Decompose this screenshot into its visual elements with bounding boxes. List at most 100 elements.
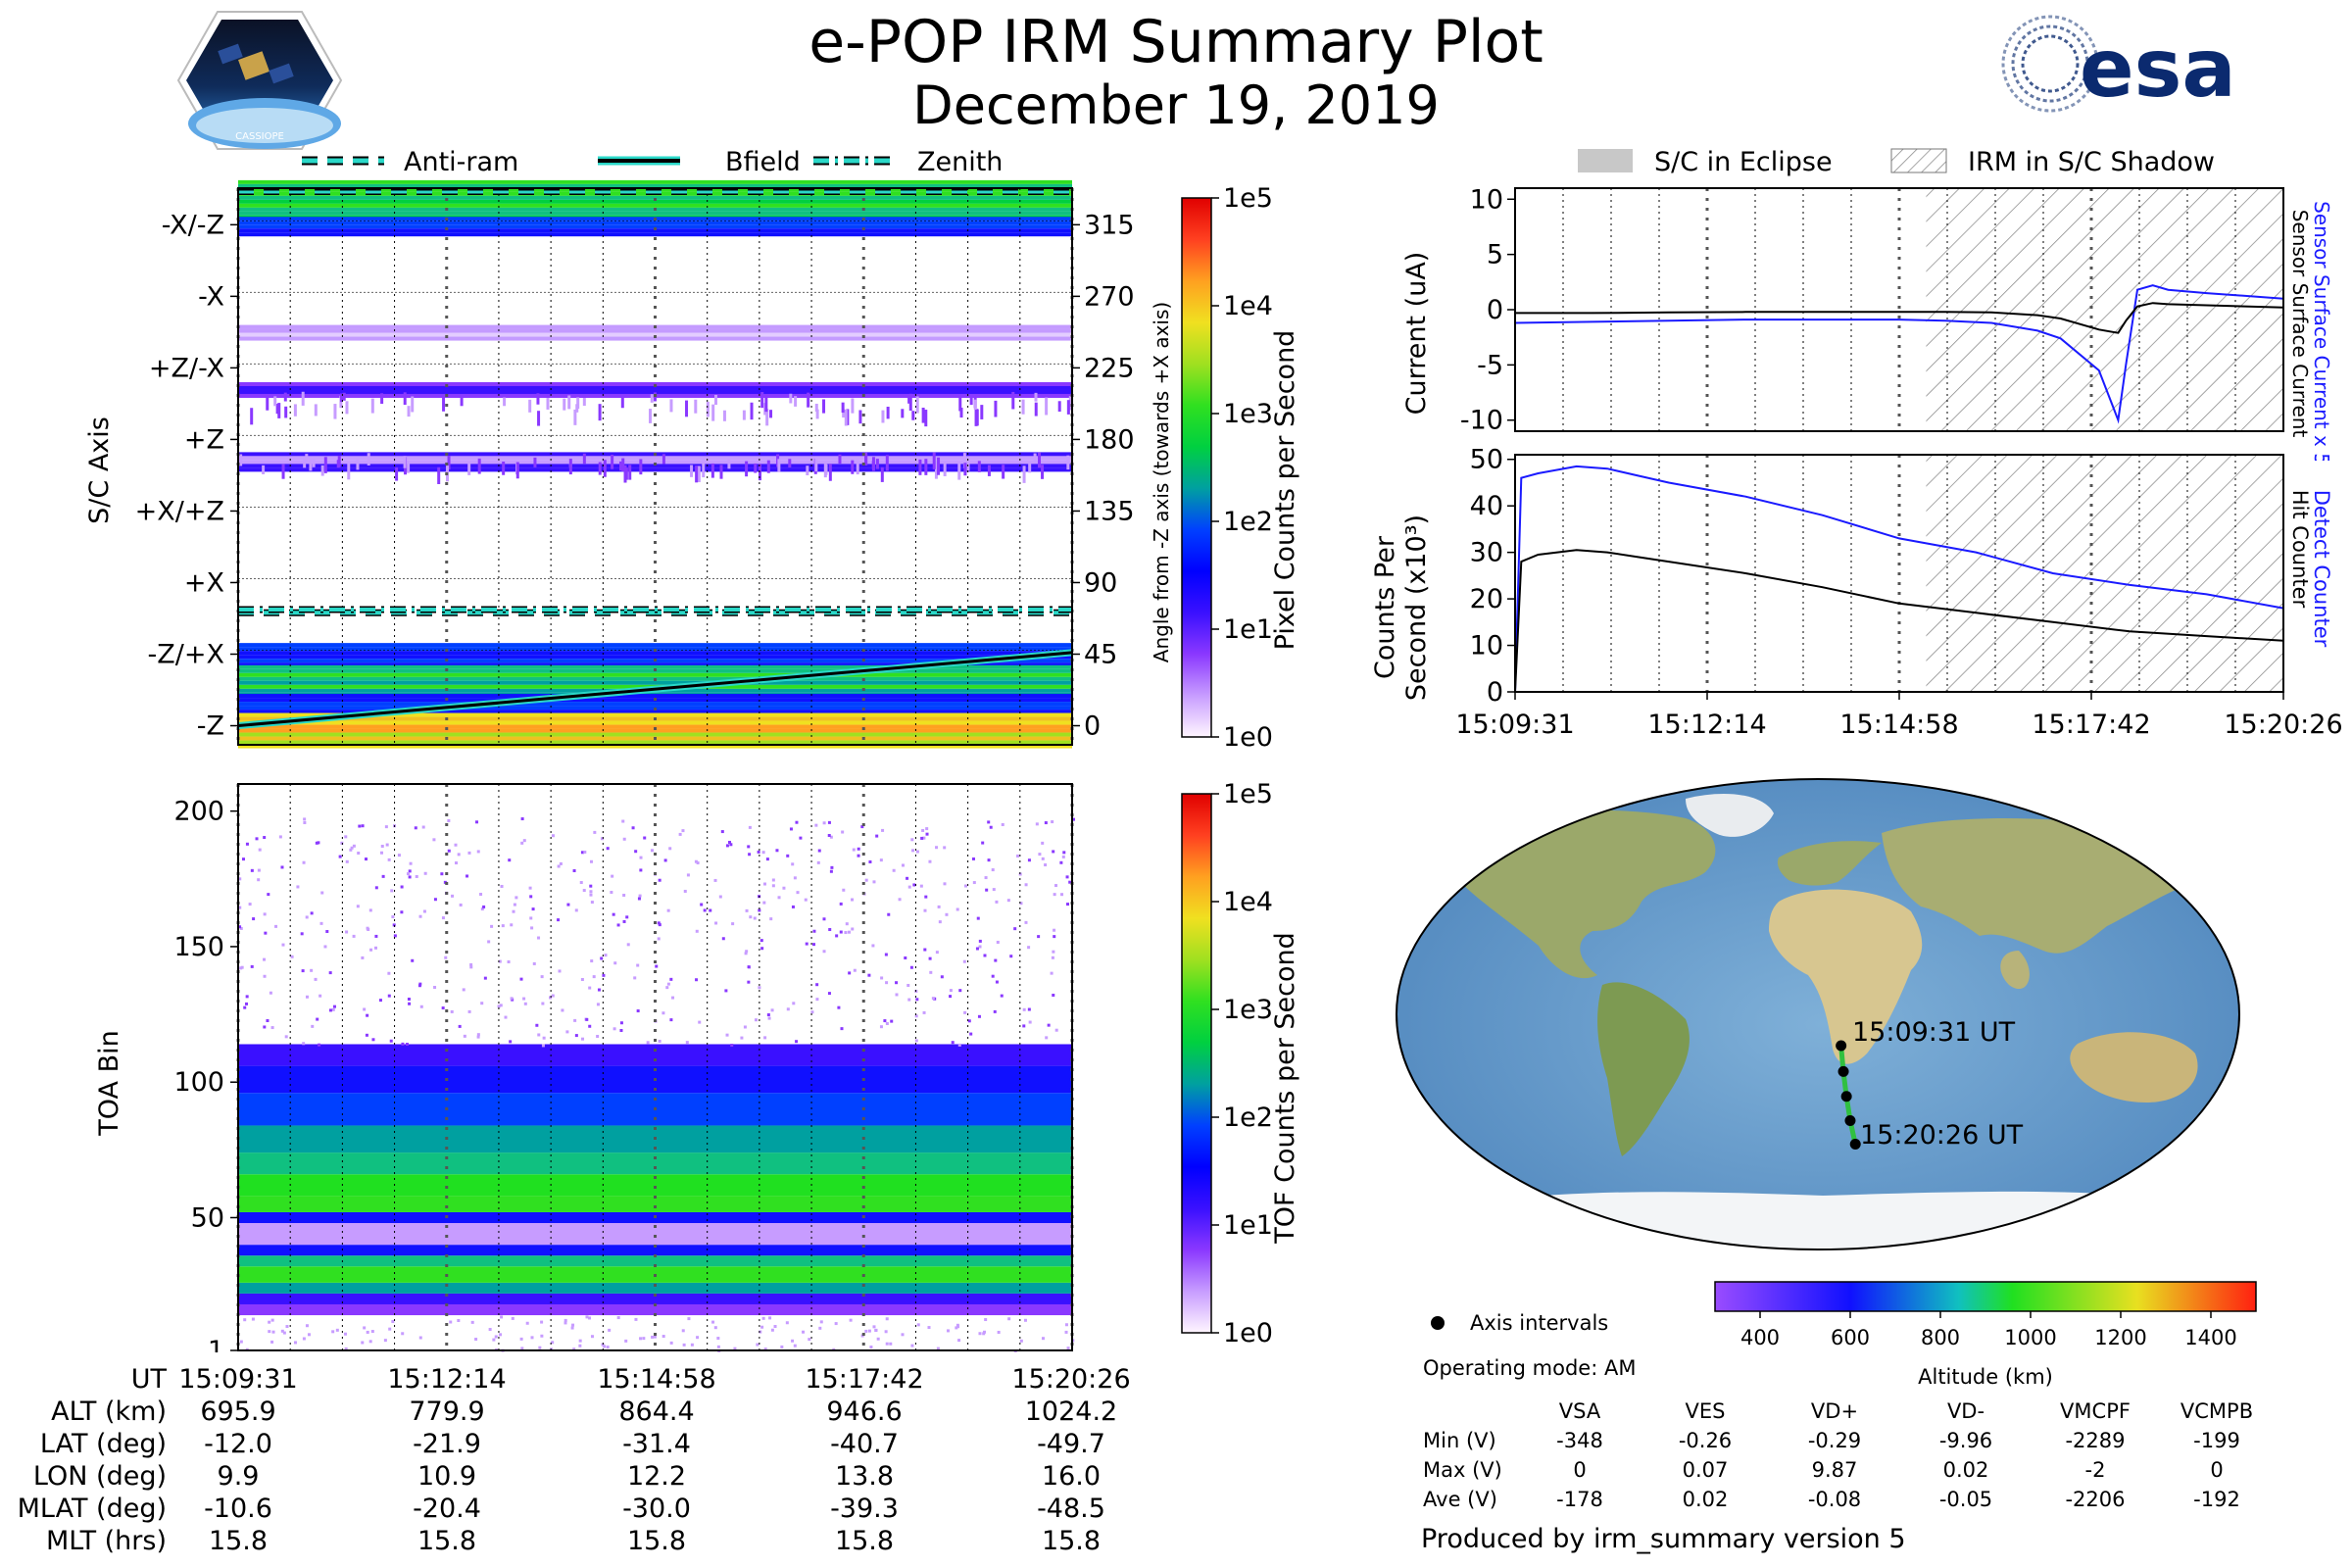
orbit-cell: 16.0 bbox=[1041, 1461, 1102, 1492]
tof-noise bbox=[767, 1016, 771, 1020]
tof-noise bbox=[252, 917, 256, 921]
tof-noise bbox=[915, 850, 919, 854]
current-right-label-black: Sensor Surface Current bbox=[2288, 210, 2312, 438]
tof-noise bbox=[666, 982, 670, 986]
voltage-table: VSA VES VD+ VD- VMCPF VCMPB Min (V) -348 -0.26 -0… bbox=[1411, 1399, 2293, 1517]
pixel-y2tick-label: 0 bbox=[1084, 711, 1101, 742]
tof-noise bbox=[528, 886, 532, 890]
tof-noise bbox=[1064, 1330, 1068, 1334]
tof-noise bbox=[805, 942, 808, 946]
tof-noise bbox=[747, 965, 751, 969]
esa-logo: esa bbox=[2001, 15, 2236, 116]
tof-noise bbox=[937, 905, 941, 908]
tof-noise bbox=[470, 1320, 474, 1324]
tof-noise bbox=[589, 893, 593, 897]
tof-noise bbox=[695, 978, 699, 982]
tof-noise bbox=[507, 959, 511, 963]
tof-noise bbox=[1068, 880, 1072, 884]
pixel-speckle bbox=[824, 464, 828, 475]
tof-noise bbox=[814, 823, 818, 827]
tof-noise bbox=[483, 976, 487, 980]
tof-noise bbox=[400, 885, 404, 889]
tof-noise bbox=[467, 851, 471, 855]
tof-noise bbox=[802, 1330, 806, 1334]
altitude-tick-label: 400 bbox=[1740, 1326, 1780, 1349]
pixel-band-row bbox=[238, 740, 1072, 745]
tof-noise bbox=[268, 1320, 271, 1324]
pixel-speckle bbox=[340, 393, 344, 403]
tof-noise bbox=[780, 1345, 784, 1348]
tof-noise bbox=[829, 869, 833, 873]
pixel-y2label: Angle from -Z axis (towards +X axis) bbox=[1150, 302, 1173, 662]
tof-noise bbox=[890, 1019, 894, 1023]
tof-noise bbox=[1047, 1023, 1051, 1027]
tof-noise bbox=[469, 965, 473, 969]
voltage-cell: -2206 bbox=[2065, 1488, 2126, 1511]
tof-noise bbox=[762, 882, 766, 886]
tof-noise bbox=[344, 1347, 348, 1350]
pixel-speckle bbox=[273, 396, 277, 407]
tof-noise bbox=[307, 1333, 311, 1337]
tof-noise bbox=[995, 980, 999, 984]
tof-noise bbox=[849, 1318, 853, 1322]
legend-bfield-label: Bfield bbox=[725, 147, 801, 177]
tof-noise bbox=[498, 959, 502, 963]
tof-noise bbox=[935, 951, 939, 955]
tof-noise bbox=[433, 898, 437, 902]
tof-noise bbox=[663, 858, 667, 862]
pixel-speckle bbox=[777, 459, 781, 472]
tof-noise bbox=[499, 1004, 503, 1007]
tof-noise bbox=[700, 903, 704, 906]
tof-noise bbox=[938, 920, 942, 924]
tof-noise bbox=[520, 1347, 524, 1350]
counts-series-blue bbox=[1514, 465, 2284, 693]
tof-noise bbox=[244, 1002, 248, 1005]
tof-noise bbox=[602, 973, 606, 977]
tof-noise bbox=[588, 1024, 592, 1028]
tof-noise bbox=[1054, 1028, 1058, 1032]
counts-ytick-label: 50 bbox=[1470, 445, 1503, 475]
tof-colorbar-tick-label: 1e3 bbox=[1223, 995, 1273, 1025]
tof-noise bbox=[996, 940, 1000, 944]
tof-noise bbox=[847, 930, 851, 934]
tof-noise bbox=[501, 924, 505, 928]
tof-noise bbox=[955, 1326, 958, 1330]
pixel-speckle bbox=[662, 454, 665, 465]
tof-noise bbox=[331, 1007, 335, 1011]
pixel-band-row bbox=[238, 662, 1072, 667]
tof-noise bbox=[238, 906, 242, 909]
pixel-band-row bbox=[238, 456, 1072, 461]
pixel-speckle bbox=[407, 463, 411, 473]
tof-noise bbox=[669, 1341, 673, 1345]
tof-noise bbox=[566, 903, 570, 906]
voltage-header: VCMPB bbox=[2180, 1399, 2254, 1423]
tof-noise bbox=[401, 1042, 405, 1046]
pixel-ytick-label: -Z/+X bbox=[148, 639, 224, 669]
tof-noise bbox=[578, 1344, 582, 1348]
tof-noise bbox=[881, 828, 885, 832]
orbit-row-label: LON (deg) bbox=[32, 1461, 167, 1492]
pixel-speckle bbox=[620, 397, 624, 409]
tof-noise bbox=[718, 895, 722, 899]
pixel-speckle bbox=[907, 395, 911, 404]
counts-plot-panel: Counts Per Second (x10³) Detect Counter … bbox=[1372, 445, 2343, 740]
pixel-speckle bbox=[347, 463, 351, 480]
orbit-cell: 695.9 bbox=[200, 1396, 276, 1427]
tof-noise bbox=[520, 841, 524, 845]
pixel-y2tick-label: 180 bbox=[1084, 424, 1135, 455]
pixel-y2tick-label: 315 bbox=[1084, 210, 1135, 240]
tof-noise bbox=[238, 925, 242, 929]
pixel-speckle bbox=[943, 463, 947, 476]
tof-noise bbox=[962, 959, 966, 963]
pixel-speckle bbox=[1011, 391, 1015, 410]
pixel-speckle bbox=[283, 392, 287, 402]
tof-noise bbox=[387, 994, 391, 998]
tof-noise bbox=[745, 950, 749, 954]
pixel-speckle bbox=[573, 409, 577, 425]
tof-noise bbox=[580, 851, 584, 855]
tof-noise bbox=[469, 962, 473, 966]
pixel-speckle bbox=[758, 464, 761, 481]
pixel-band-row bbox=[238, 732, 1072, 737]
tof-noise bbox=[685, 1041, 689, 1045]
pixel-speckle bbox=[908, 393, 912, 412]
